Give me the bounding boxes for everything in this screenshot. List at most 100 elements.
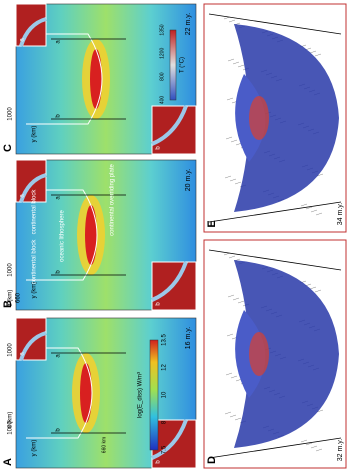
dissipation-core: [80, 363, 92, 423]
frame-line: [208, 437, 342, 459]
inset-slab: [19, 173, 47, 203]
colorbar-tick: 400: [159, 96, 165, 105]
inset-slab: [19, 17, 47, 47]
axis-label: z (km): [8, 290, 14, 307]
colorbar-tick: 13.5: [162, 334, 168, 346]
colorbar: [169, 29, 177, 101]
flow-arrow: [230, 139, 238, 143]
inset: [15, 159, 47, 203]
dissipation-core: [90, 49, 102, 109]
flow-arrow: [227, 294, 235, 298]
flow-arrow: [225, 136, 233, 140]
time-label: 32 m.y.: [337, 439, 344, 461]
flow-arrow: [314, 289, 322, 293]
panel-label: E: [206, 220, 218, 227]
inset-slab: [151, 261, 188, 302]
section-label: b: [56, 270, 62, 274]
flow-arrow: [305, 206, 313, 210]
colorbar-tick: 8: [162, 420, 168, 424]
panel-label: C: [2, 144, 14, 152]
flow-arrow: [300, 203, 308, 207]
axis-tick: 1000: [8, 263, 14, 277]
flow-arrow: [227, 58, 235, 62]
colorbar-title: T (°C): [180, 57, 186, 73]
flow-arrow: [234, 181, 242, 185]
flow-arrow: [315, 212, 323, 216]
axis-tick: 660: [16, 292, 22, 303]
slab-outline: [26, 33, 103, 125]
axis-tick: 1000: [8, 107, 14, 121]
inset-label: b: [156, 302, 162, 306]
panel-label: B: [2, 300, 14, 308]
inset-slab: [151, 105, 188, 146]
flow-arrow: [309, 50, 317, 54]
colorbar-tick: 1350: [159, 24, 165, 35]
flow-arrow: [316, 173, 324, 177]
colorbar-title: log(E_diss) W/m³: [138, 372, 144, 418]
flow-arrow: [224, 175, 232, 179]
slab-surface: [234, 260, 339, 448]
axis-tick: 1000: [8, 421, 14, 435]
flow-arrow: [310, 209, 318, 213]
section-label: a: [56, 40, 62, 44]
flow-arrow: [309, 286, 317, 290]
axis-tick: 1000: [8, 343, 14, 357]
flow-arrow: [230, 375, 238, 379]
flow-arrow: [224, 411, 232, 415]
time-label: 16 m.y.: [185, 327, 192, 349]
flow-arrow: [226, 97, 234, 101]
inset-slab: [151, 419, 188, 460]
flow-arrow: [232, 297, 240, 301]
flow-arrow: [225, 372, 233, 376]
annotation: continental overriding plate: [110, 163, 116, 235]
colorbar: [149, 339, 159, 451]
annotation: continental block: [32, 189, 38, 235]
time-label: 20 m.y.: [185, 169, 192, 191]
colorbar-tick: 7.5: [162, 445, 168, 454]
colorbar-tick: 1200: [159, 48, 165, 59]
flow-arrow: [229, 178, 237, 182]
inset: [15, 317, 47, 361]
inset-label: a: [20, 38, 26, 42]
flow-arrow: [315, 448, 323, 452]
panel-label: D: [206, 456, 218, 464]
flow-arrow: [232, 61, 240, 65]
hot-spot: [249, 332, 269, 376]
time-label: 22 m.y.: [185, 13, 192, 35]
flow-arrow: [237, 300, 245, 304]
annotation: oceanic lithosphere: [60, 209, 66, 261]
flow-arrow: [237, 64, 245, 68]
flow-arrow: [300, 439, 308, 443]
inset: [15, 3, 47, 47]
axis-label: x (km): [8, 412, 14, 429]
axis-label: y (km): [32, 440, 38, 457]
slab-surface: [234, 24, 339, 212]
time-label: 34 m.y.: [337, 203, 344, 225]
flow-arrow: [228, 255, 236, 259]
inset-label: a: [20, 352, 26, 356]
inset-label: b: [156, 146, 162, 150]
panel-label: A: [2, 458, 14, 466]
flow-arrow: [229, 414, 237, 418]
annotation: continental block: [32, 239, 38, 285]
colorbar-tick: 800: [159, 72, 165, 81]
axis-label: y (km): [32, 282, 38, 299]
section-label: b: [56, 428, 62, 432]
dissipation-core: [85, 205, 97, 265]
flow-arrow: [228, 19, 236, 23]
frame-line: [208, 249, 342, 271]
frame-line: [208, 13, 342, 35]
slab-outline: [26, 189, 98, 281]
frame-line: [208, 201, 342, 223]
flow-arrow: [226, 333, 234, 337]
colorbar-tick: 10: [162, 391, 168, 398]
colorbar-tick: 12: [162, 364, 168, 371]
inset-slab: [19, 331, 47, 361]
slab-outline: [26, 347, 93, 439]
flow-arrow: [234, 417, 242, 421]
inset-label: b: [156, 460, 162, 464]
flow-arrow: [316, 409, 324, 413]
flow-arrow: [310, 445, 318, 449]
flow-arrow: [305, 442, 313, 446]
